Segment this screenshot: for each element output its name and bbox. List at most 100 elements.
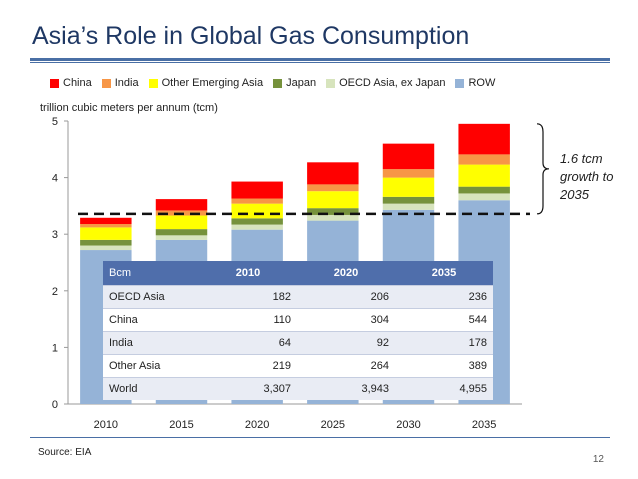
bar-segment-japan-2035 [458, 186, 510, 194]
bar-segment-china-2010 [80, 217, 132, 225]
growth-bracket [536, 123, 550, 215]
bar-segment-india-2035 [458, 154, 510, 165]
table-cell: 64 [199, 331, 297, 355]
legend-item-japan: Japan [273, 77, 316, 89]
bar-segment-china-2030 [382, 143, 435, 170]
bar-segment-india-2030 [382, 169, 435, 178]
legend-swatch-japan [273, 78, 283, 88]
table-header-cell: 2020 [297, 261, 395, 286]
table-row: OECD Asia 182 206 236 [103, 285, 493, 309]
table-cell: 544 [395, 308, 493, 332]
table-row: China 110 304 544 [103, 308, 493, 332]
legend-swatch-china [50, 78, 59, 88]
bar-segment-other-emerging-asia-2010 [80, 227, 132, 240]
bar-segment-other-emerging-asia-2035 [458, 164, 510, 187]
bar-segment-other-emerging-asia-2030 [382, 177, 435, 197]
legend-swatch-row [455, 78, 465, 88]
page-number: 12 [592, 454, 604, 465]
table-header-cell: 2035 [395, 261, 493, 286]
x-tick-label: 2030 [396, 419, 420, 431]
legend-item-other-emerging-asia: Other Emerging Asia [148, 77, 264, 89]
table-cell: World [103, 377, 199, 400]
chart-legend: China India Other Emerging Asia Japan OE… [50, 76, 495, 90]
bar-segment-oecd-asia-ex-japan-2010 [80, 245, 132, 251]
legend-label-other-emerging-asia: Other Emerging Asia [161, 77, 264, 89]
bar-segment-china-2020 [231, 181, 283, 199]
source-note: Source: EIA [38, 447, 92, 458]
table-header-cell: Bcm [103, 261, 199, 286]
table-cell: 3,943 [297, 377, 395, 400]
y-tick-label: 4 [52, 173, 58, 185]
legend-label-row: ROW [468, 77, 496, 89]
y-tick-label: 3 [52, 229, 58, 241]
legend-label-oecd-asia-ex-japan: OECD Asia, ex Japan [339, 77, 446, 89]
bar-segment-india-2020 [231, 198, 283, 204]
bar-segment-oecd-asia-ex-japan-2015 [155, 235, 208, 240]
legend-item-oecd-asia-ex-japan: OECD Asia, ex Japan [326, 77, 445, 89]
y-tick-label: 0 [52, 399, 58, 411]
legend-label-china: China [63, 77, 92, 89]
table-cell: 304 [297, 308, 395, 332]
x-tick-label: 2025 [321, 419, 345, 431]
bar-segment-oecd-asia-ex-japan-2035 [458, 193, 510, 201]
legend-item-row: ROW [455, 77, 495, 89]
table-cell: India [103, 331, 199, 355]
x-tick-label: 2010 [94, 419, 118, 431]
footer-rule [30, 437, 610, 438]
table-row: India 64 92 178 [103, 331, 493, 355]
y-axis-unit-label: trillion cubic meters per annum (tcm) [40, 102, 218, 114]
bar-segment-japan-2030 [382, 196, 435, 204]
table-cell: 206 [297, 285, 395, 309]
y-tick-label: 5 [52, 116, 58, 128]
bar-segment-china-2035 [458, 123, 510, 155]
table-cell: 264 [297, 354, 395, 378]
table-cell: 219 [199, 354, 297, 378]
table-cell: 3,307 [199, 377, 297, 400]
y-tick-label: 2 [52, 286, 58, 298]
growth-annotation: 1.6 tcm growth to 2035 [560, 151, 614, 202]
bar-segment-oecd-asia-ex-japan-2030 [382, 203, 435, 210]
table-cell: 92 [297, 331, 395, 355]
table-cell: 182 [199, 285, 297, 309]
bar-segment-india-2025 [307, 184, 359, 192]
table-cell: 178 [395, 331, 493, 355]
bar-segment-other-emerging-asia-2025 [307, 191, 359, 209]
bar-segment-oecd-asia-ex-japan-2020 [231, 224, 283, 230]
table-row: World 3,307 3,943 4,955 [103, 377, 493, 400]
table-cell: 4,955 [395, 377, 493, 400]
bar-segment-china-2015 [155, 199, 208, 211]
slide-title: Asia’s Role in Global Gas Consumption [32, 22, 470, 50]
legend-item-china: China [50, 77, 92, 89]
title-rule [30, 58, 610, 61]
legend-swatch-other-emerging-asia [148, 78, 158, 88]
table-header-cell: 2010 [199, 261, 297, 286]
bar-segment-india-2010 [80, 224, 132, 228]
table-cell: 389 [395, 354, 493, 378]
table-cell: 236 [395, 285, 493, 309]
x-tick-label: 2015 [169, 419, 193, 431]
legend-swatch-india [101, 78, 111, 88]
bar-segment-japan-2010 [80, 239, 132, 246]
legend-label-japan: Japan [286, 77, 317, 89]
legend-label-india: India [114, 77, 139, 89]
table-cell: 110 [199, 308, 297, 332]
y-tick-label: 1 [52, 342, 58, 354]
consumption-table: Bcm 2010 2020 2035 OECD Asia 182 206 236… [103, 261, 493, 400]
table-row: Other Asia 219 264 389 [103, 354, 493, 378]
bar-segment-other-emerging-asia-2020 [231, 203, 283, 219]
title-rule-thin [30, 62, 610, 63]
bar-segment-japan-2015 [155, 229, 208, 236]
table-header-row: Bcm 2010 2020 2035 [103, 261, 493, 286]
bar-segment-japan-2020 [231, 218, 283, 225]
bar-segment-japan-2025 [307, 208, 359, 215]
legend-swatch-oecd-asia-ex-japan [326, 78, 336, 88]
table-cell: China [103, 308, 199, 332]
table-cell: Other Asia [103, 354, 199, 378]
x-tick-label: 2020 [245, 419, 269, 431]
bar-segment-china-2025 [307, 162, 359, 185]
legend-item-india: India [101, 77, 139, 89]
table-cell: OECD Asia [103, 285, 199, 309]
bar-segment-other-emerging-asia-2015 [155, 215, 208, 230]
x-tick-label: 2035 [472, 419, 496, 431]
